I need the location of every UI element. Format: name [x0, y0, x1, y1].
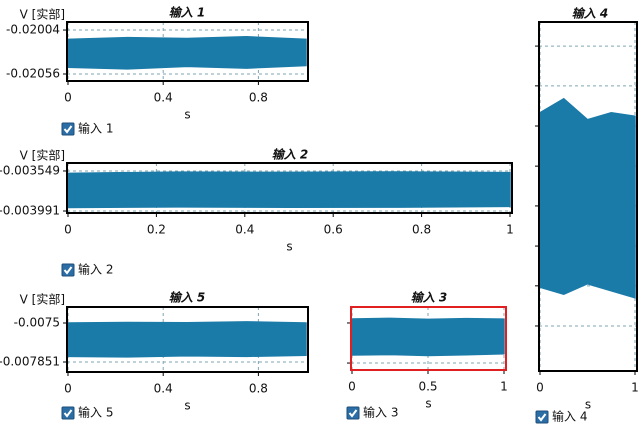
checkbox-check [63, 266, 73, 275]
x-tick-label: 0 [348, 380, 356, 394]
signal-band [67, 321, 307, 358]
x-tick-label: 0.8 [412, 223, 431, 237]
checkbox[interactable]: 输入 5 [61, 405, 113, 420]
signal-band [539, 97, 636, 299]
checkbox-check [63, 125, 73, 134]
x-axis-label: s [585, 398, 591, 412]
signal-band [351, 317, 505, 357]
checkbox[interactable]: 输入 3 [346, 405, 398, 420]
checkbox-label: 输入 1 [78, 121, 113, 136]
y-tick-label: -0.02004 [6, 23, 60, 37]
y-tick-label: -0.007851 [0, 355, 60, 369]
checkbox-check [348, 409, 358, 418]
x-tick-label: 1 [631, 381, 639, 395]
x-tick-label: 1 [500, 380, 508, 394]
x-tick-label: 0.6 [324, 223, 343, 237]
x-tick-label: 1 [506, 223, 514, 237]
checkbox-label: 输入 4 [552, 409, 587, 424]
checkbox[interactable]: 输入 4 [535, 409, 587, 424]
chart-title: 输入 3 [411, 291, 448, 305]
checkbox-check [63, 409, 73, 418]
x-tick-label: 0 [536, 381, 544, 395]
y-axis-label: V [实部] [20, 292, 65, 307]
x-tick-label: 0 [64, 382, 72, 396]
y-tick-label: -0.02056 [6, 66, 60, 80]
chart-title: 输入 5 [169, 291, 206, 305]
checkbox-label: 输入 2 [78, 262, 113, 277]
checkbox-label: 输入 5 [78, 405, 113, 420]
signal-band [67, 171, 511, 209]
x-axis-label: s [425, 397, 431, 411]
x-tick-label: 0 [64, 223, 72, 237]
y-axis-label: V [实部] [20, 7, 65, 22]
x-tick-label: 0.2 [147, 223, 166, 237]
y-tick-label: -0.003991 [0, 204, 60, 218]
plot-frame [538, 21, 638, 372]
x-tick-label: 0.5 [418, 380, 437, 394]
x-axis-label: s [184, 399, 190, 413]
checkbox[interactable]: 输入 1 [61, 121, 113, 136]
x-tick-label: 0.4 [154, 382, 173, 396]
plot-frame [350, 306, 507, 371]
x-tick-label: 0.8 [249, 91, 268, 105]
checkbox[interactable]: 输入 2 [61, 262, 113, 277]
plot-frame [66, 162, 513, 214]
x-tick-label: 0 [64, 91, 72, 105]
y-axis-label: V [实部] [20, 148, 65, 163]
y-tick-label: -0.003549 [0, 163, 60, 177]
plot-frame [66, 21, 309, 82]
checkbox-label: 输入 3 [363, 405, 398, 420]
x-tick-label: 0.4 [235, 223, 254, 237]
chart-title: 输入 1 [169, 6, 206, 20]
plot-frame [66, 306, 309, 373]
chart-title: 输入 4 [572, 7, 609, 21]
x-axis-label: s [184, 108, 190, 122]
y-tick-label: -0.0075 [14, 316, 60, 330]
signal-band [67, 36, 307, 70]
x-axis-label: s [286, 240, 292, 254]
x-tick-label: 0.4 [154, 91, 173, 105]
x-tick-label: 0.8 [249, 382, 268, 396]
checkbox-check [537, 413, 547, 422]
chart-title: 输入 2 [272, 148, 309, 162]
